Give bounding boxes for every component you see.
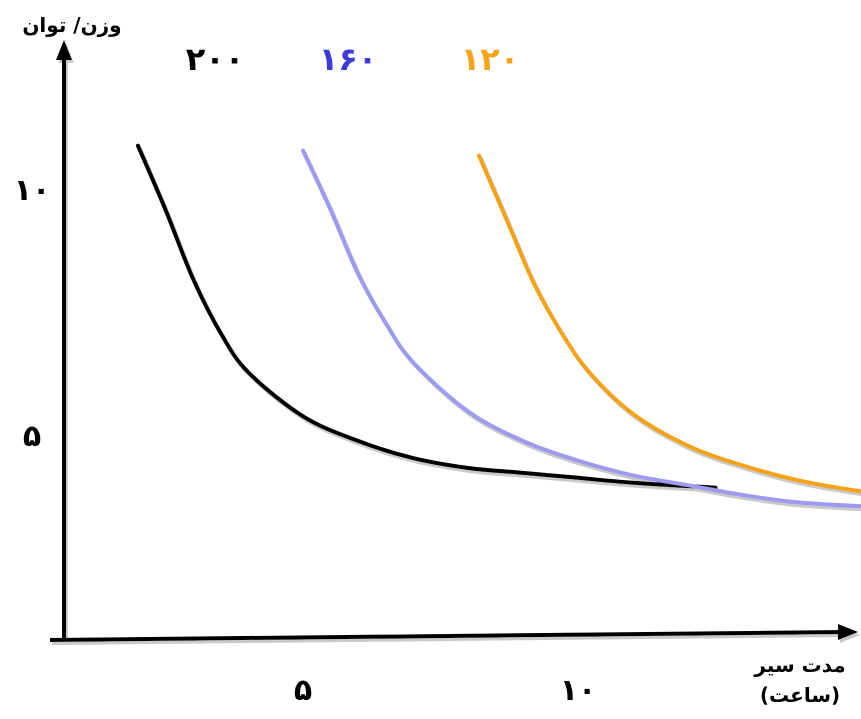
x-axis-label-line1: مدت سیر — [753, 653, 845, 677]
x-tick-label-10: ۱۰ — [560, 673, 597, 708]
y-axis-arrow — [56, 40, 72, 60]
y-tick-label-5: ۵ — [23, 419, 41, 454]
series-line-2 — [477, 153, 861, 494]
y-axis-label: وزن/ توان — [22, 13, 121, 37]
series-label-120: ۱۲۰ — [461, 40, 520, 78]
series-line-1 — [301, 148, 861, 509]
series-label-200: ۲۰۰ — [186, 40, 245, 78]
x-axis — [49, 630, 846, 642]
x-tick-label-5: ۵ — [294, 673, 312, 708]
series-line-0 — [136, 143, 718, 490]
x-axis-label-line2: (ساعت) — [760, 683, 840, 707]
series-layer — [136, 143, 861, 509]
y-tick-label-10: ۱۰ — [14, 173, 51, 208]
x-axis-arrow — [838, 624, 858, 640]
series-label-160: ۱۶۰ — [319, 40, 378, 78]
